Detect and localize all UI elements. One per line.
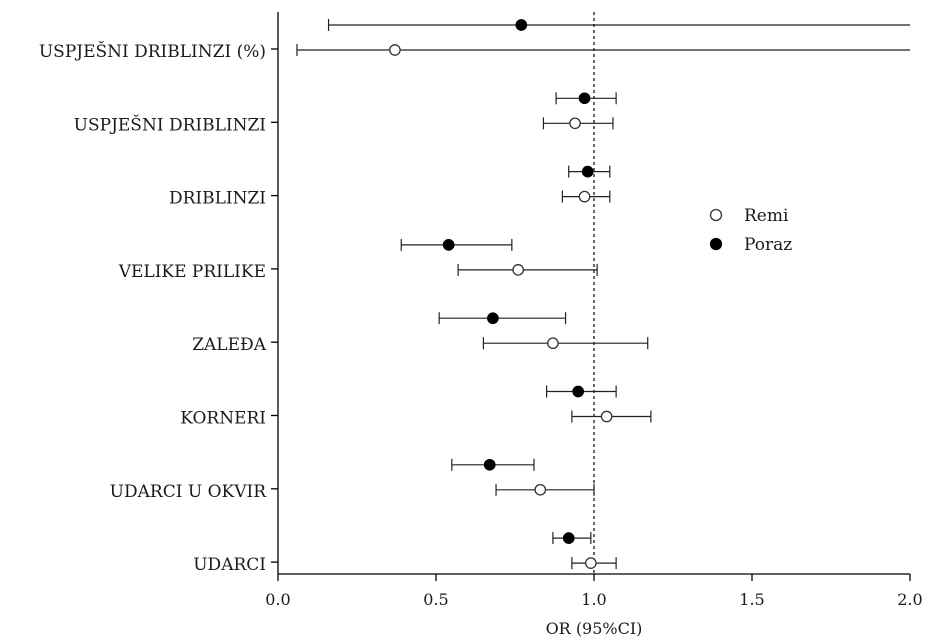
category-label-udarci: UDARCI xyxy=(193,555,266,575)
legend-marker-poraz xyxy=(709,237,723,251)
plot-area: 0.0 0.5 1.0 1.5 2.0 USPJEŠNI DRIBLINZI (%) USP… xyxy=(39,12,923,609)
point-poraz xyxy=(487,312,499,325)
category-label-uspje-ni-driblinzi: USPJEŠNI DRIBLINZI (%) xyxy=(39,41,266,62)
point-poraz xyxy=(442,239,455,251)
point-poraz xyxy=(578,92,591,105)
category-label-zale-a: ZALEĐA xyxy=(192,335,267,355)
point-remi xyxy=(512,264,525,276)
category-label-driblinzi: DRIBLINZI xyxy=(169,189,266,209)
legend-label-remi: Remi xyxy=(744,206,789,226)
point-poraz xyxy=(581,165,594,178)
x-tick-label: 0.5 xyxy=(423,590,448,609)
point-remi xyxy=(389,44,401,56)
legend-label-poraz: Poraz xyxy=(744,235,792,255)
category-label-velike-prilike: VELIKE PRILIKE xyxy=(118,262,266,282)
point-poraz xyxy=(562,532,575,544)
category-label-korneri: KORNERI xyxy=(180,409,266,429)
x-tick-label: 0.0 xyxy=(265,590,290,609)
point-remi xyxy=(547,337,559,350)
point-poraz xyxy=(483,458,496,471)
point-poraz xyxy=(572,385,585,398)
legend: Remi Poraz xyxy=(709,206,792,255)
x-axis-title: OR (95%CI) xyxy=(546,619,643,638)
point-remi xyxy=(534,483,547,496)
point-remi xyxy=(578,190,591,203)
category-label-udarci-u-okvir: UDARCI U OKVIR xyxy=(110,482,268,502)
x-tick-label: 1.5 xyxy=(739,590,764,609)
point-remi xyxy=(600,410,613,423)
x-tick-label: 2.0 xyxy=(897,590,922,609)
point-remi xyxy=(584,557,597,569)
point-remi xyxy=(569,117,581,130)
legend-marker-remi xyxy=(709,208,723,222)
axes: OR (95%CI) xyxy=(277,12,910,638)
point-poraz xyxy=(515,19,528,31)
x-tick-label: 1.0 xyxy=(581,590,606,609)
category-label-uspje-ni-driblinzi: USPJEŠNI DRIBLINZI xyxy=(74,114,266,135)
